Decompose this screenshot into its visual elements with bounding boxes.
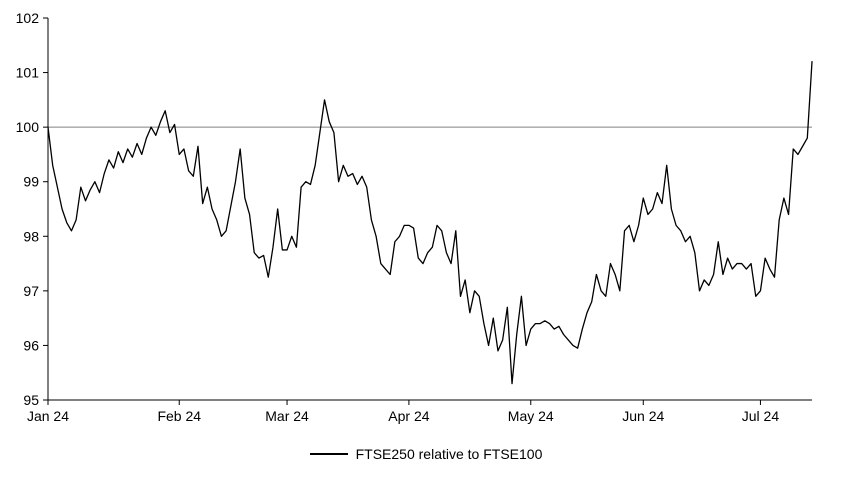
y-tick-label: 95 bbox=[23, 392, 39, 408]
y-tick-label: 97 bbox=[23, 283, 39, 299]
series-line-ftse250-relative-to-ftse100 bbox=[47, 61, 813, 385]
y-tick-label: 100 bbox=[16, 119, 40, 135]
y-tick-label: 101 bbox=[16, 65, 40, 81]
x-tick-label: Jul 24 bbox=[742, 408, 780, 424]
y-tick-label: 98 bbox=[23, 228, 39, 244]
x-tick-label: Feb 24 bbox=[157, 408, 201, 424]
x-tick-label: Jan 24 bbox=[27, 408, 69, 424]
y-tick-label: 96 bbox=[23, 337, 39, 353]
legend: FTSE250 relative to FTSE100 bbox=[0, 446, 852, 462]
y-tick-label: 99 bbox=[23, 174, 39, 190]
x-tick-label: Mar 24 bbox=[265, 408, 309, 424]
chart-canvas: 95 96 97 98 99 100 101 102 Jan 24 Feb 24 Mar 24 Apr… bbox=[16, 10, 813, 424]
legend-label: FTSE250 relative to FTSE100 bbox=[355, 446, 543, 462]
x-tick-label: May 24 bbox=[508, 408, 554, 424]
legend-line-sample bbox=[309, 453, 348, 455]
x-tick-label: Jun 24 bbox=[622, 408, 664, 424]
y-tick-label: 102 bbox=[16, 10, 40, 26]
x-tick-label: Apr 24 bbox=[388, 408, 429, 424]
